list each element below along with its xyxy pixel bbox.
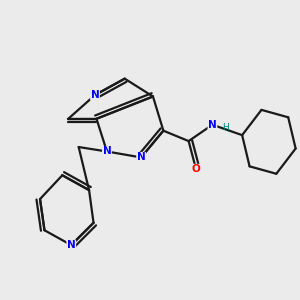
Text: N: N [91,90,99,100]
Text: H: H [222,123,229,132]
Text: N: N [67,240,76,250]
Text: N: N [137,152,146,162]
Text: O: O [192,164,200,174]
Text: N: N [103,146,111,157]
Text: N: N [208,120,217,130]
